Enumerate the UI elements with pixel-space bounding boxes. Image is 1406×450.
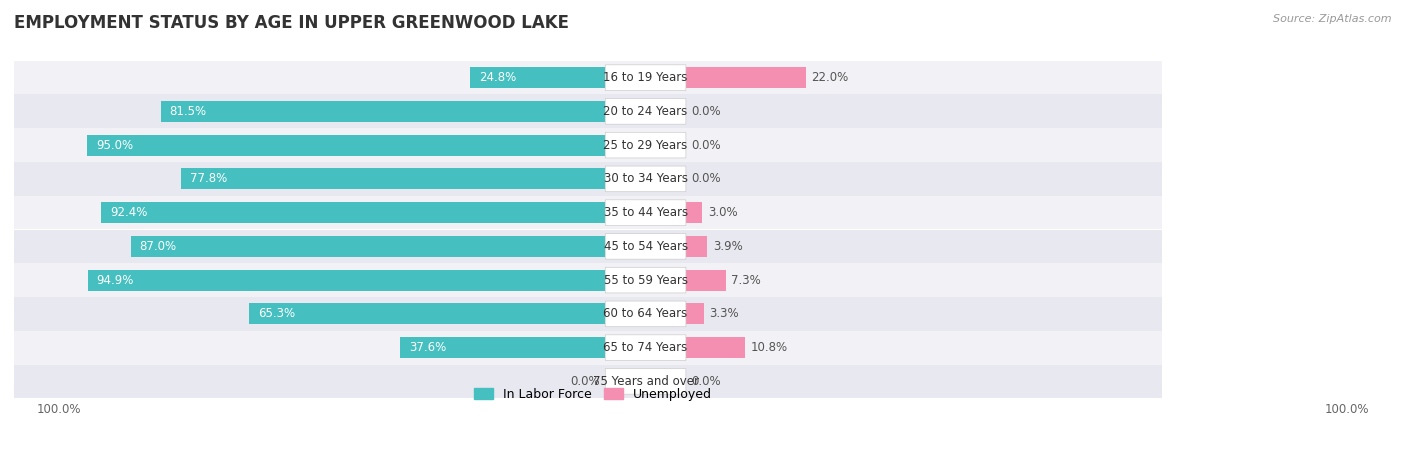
Bar xyxy=(181,168,606,189)
Text: 65 to 74 Years: 65 to 74 Years xyxy=(603,341,688,354)
Text: 81.5%: 81.5% xyxy=(170,105,207,118)
Text: 3.9%: 3.9% xyxy=(713,240,742,253)
FancyBboxPatch shape xyxy=(606,267,686,293)
Text: 100.0%: 100.0% xyxy=(37,403,82,416)
Bar xyxy=(686,67,806,88)
Text: 60 to 64 Years: 60 to 64 Years xyxy=(603,307,688,320)
Text: 0.0%: 0.0% xyxy=(692,105,721,118)
Bar xyxy=(14,263,1163,297)
Bar xyxy=(14,94,1163,128)
Bar xyxy=(14,364,1163,398)
Bar xyxy=(249,303,606,324)
Text: 0.0%: 0.0% xyxy=(692,139,721,152)
FancyBboxPatch shape xyxy=(606,99,686,124)
Bar xyxy=(131,236,606,257)
Text: 30 to 34 Years: 30 to 34 Years xyxy=(603,172,688,185)
Text: 37.6%: 37.6% xyxy=(409,341,446,354)
FancyBboxPatch shape xyxy=(606,335,686,360)
Bar xyxy=(686,303,704,324)
Text: 94.9%: 94.9% xyxy=(97,274,134,287)
FancyBboxPatch shape xyxy=(606,132,686,158)
Legend: In Labor Force, Unemployed: In Labor Force, Unemployed xyxy=(468,383,717,406)
Text: 20 to 24 Years: 20 to 24 Years xyxy=(603,105,688,118)
Text: 3.3%: 3.3% xyxy=(710,307,740,320)
Bar xyxy=(686,236,707,257)
Text: 87.0%: 87.0% xyxy=(139,240,177,253)
Text: Source: ZipAtlas.com: Source: ZipAtlas.com xyxy=(1274,14,1392,23)
Text: 10.8%: 10.8% xyxy=(751,341,787,354)
FancyBboxPatch shape xyxy=(606,200,686,225)
Bar xyxy=(14,331,1163,364)
Text: 22.0%: 22.0% xyxy=(811,71,849,84)
Text: 95.0%: 95.0% xyxy=(96,139,134,152)
Text: 75 Years and over: 75 Years and over xyxy=(592,375,699,388)
Text: 3.0%: 3.0% xyxy=(707,206,738,219)
Bar xyxy=(686,202,702,223)
Text: 35 to 44 Years: 35 to 44 Years xyxy=(603,206,688,219)
Bar xyxy=(14,230,1163,263)
Text: 92.4%: 92.4% xyxy=(110,206,148,219)
Bar xyxy=(101,202,606,223)
Text: 77.8%: 77.8% xyxy=(190,172,226,185)
Text: 100.0%: 100.0% xyxy=(1324,403,1369,416)
Text: EMPLOYMENT STATUS BY AGE IN UPPER GREENWOOD LAKE: EMPLOYMENT STATUS BY AGE IN UPPER GREENW… xyxy=(14,14,569,32)
Text: 7.3%: 7.3% xyxy=(731,274,761,287)
Bar xyxy=(87,270,606,291)
FancyBboxPatch shape xyxy=(606,301,686,327)
Text: 16 to 19 Years: 16 to 19 Years xyxy=(603,71,688,84)
Bar xyxy=(87,135,606,156)
FancyBboxPatch shape xyxy=(606,166,686,192)
Bar xyxy=(14,61,1163,94)
Text: 0.0%: 0.0% xyxy=(692,172,721,185)
FancyBboxPatch shape xyxy=(606,65,686,90)
Bar xyxy=(14,297,1163,331)
Bar xyxy=(401,337,606,358)
Bar xyxy=(14,162,1163,196)
Bar xyxy=(14,128,1163,162)
Text: 0.0%: 0.0% xyxy=(692,375,721,388)
Bar xyxy=(14,196,1163,230)
Text: 25 to 29 Years: 25 to 29 Years xyxy=(603,139,688,152)
Bar xyxy=(160,101,606,122)
Bar xyxy=(470,67,606,88)
FancyBboxPatch shape xyxy=(606,369,686,394)
Text: 24.8%: 24.8% xyxy=(479,71,516,84)
Text: 65.3%: 65.3% xyxy=(257,307,295,320)
Bar xyxy=(686,270,725,291)
Bar xyxy=(686,337,745,358)
Text: 55 to 59 Years: 55 to 59 Years xyxy=(603,274,688,287)
Text: 0.0%: 0.0% xyxy=(569,375,599,388)
Text: 45 to 54 Years: 45 to 54 Years xyxy=(603,240,688,253)
FancyBboxPatch shape xyxy=(606,234,686,259)
